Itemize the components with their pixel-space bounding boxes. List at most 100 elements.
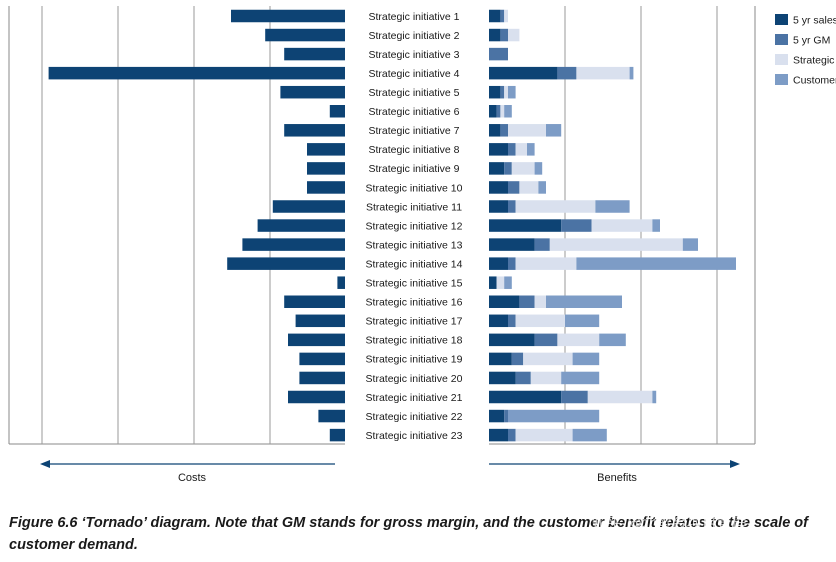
benefit-segment	[519, 181, 539, 194]
cost-bar	[337, 276, 345, 289]
benefit-segment	[489, 428, 508, 442]
benefit-segment	[549, 238, 683, 251]
initiative-label: Strategic initiative 9	[368, 163, 459, 175]
cost-bar	[307, 162, 345, 175]
legend-swatch	[775, 74, 788, 85]
benefit-segment	[508, 257, 516, 270]
benefit-segment	[489, 371, 516, 385]
benefit-segment	[508, 428, 516, 442]
benefit-segment	[629, 66, 634, 80]
benefit-segment	[489, 105, 497, 118]
benefit-segment	[515, 428, 573, 442]
cost-bar	[227, 257, 345, 270]
benefit-segment	[515, 371, 531, 385]
benefit-segment	[504, 276, 512, 289]
benefit-segment	[489, 181, 508, 194]
benefit-segment	[489, 85, 501, 99]
benefit-segment	[576, 257, 736, 270]
benefit-segment	[546, 124, 562, 137]
initiative-label: Strategic initiative 5	[368, 87, 459, 99]
benefit-segment	[500, 85, 505, 99]
benefit-segment	[534, 333, 558, 347]
cost-bar	[231, 9, 345, 23]
cost-bar	[329, 428, 345, 442]
benefits-arrowhead-icon	[730, 460, 740, 468]
benefit-segment	[682, 238, 698, 251]
benefit-segment	[534, 162, 543, 175]
initiative-label: Strategic initiative 10	[366, 182, 463, 194]
benefit-segment	[489, 352, 512, 366]
figure-caption: Figure 6.6 ‘Tornado’ diagram. Note that …	[9, 515, 808, 553]
benefit-segment	[489, 314, 508, 328]
initiative-label: Strategic initiative 2	[368, 30, 459, 42]
legend-label: 5 yr sales	[793, 15, 836, 27]
costs-axis-label: Costs	[178, 472, 207, 484]
benefit-segment	[508, 143, 516, 156]
legend-label: 5 yr GM	[793, 35, 830, 47]
benefit-segment	[511, 352, 524, 366]
benefit-segment	[496, 105, 501, 118]
benefit-segment	[565, 314, 600, 328]
benefit-segment	[530, 371, 562, 385]
benefit-segment	[561, 219, 592, 232]
benefit-segment	[496, 276, 505, 289]
benefit-segment	[504, 85, 508, 99]
benefit-segment	[587, 390, 653, 404]
cost-bar	[265, 28, 345, 42]
benefit-segment	[489, 28, 501, 42]
cost-bar	[299, 352, 345, 366]
cost-bar	[284, 47, 345, 61]
initiative-label: Strategic initiative 8	[368, 144, 459, 156]
benefit-segment	[591, 219, 653, 232]
initiative-label: Strategic initiative 14	[366, 258, 463, 270]
initiative-label: Strategic initiative 11	[366, 201, 462, 213]
benefit-segment	[572, 352, 600, 366]
benefit-bars	[489, 9, 736, 442]
chart-axes: Costs Benefits	[40, 460, 740, 484]
initiative-label: Strategic initiative 15	[366, 278, 463, 290]
benefit-segment	[523, 352, 573, 366]
benefit-segment	[489, 295, 520, 308]
initiative-label: Strategic initiative 17	[366, 316, 463, 328]
initiative-label: Strategic initiative 13	[366, 239, 463, 251]
legend-swatch	[775, 54, 788, 65]
benefit-segment	[508, 28, 520, 42]
benefit-segment	[576, 66, 630, 80]
benefit-segment	[489, 390, 562, 404]
cost-bar	[307, 181, 345, 194]
benefit-segment	[489, 219, 562, 232]
benefit-segment	[652, 219, 660, 232]
benefit-segment	[557, 66, 577, 80]
initiative-label: Strategic initiative 22	[366, 411, 463, 423]
benefit-segment	[504, 162, 512, 175]
cost-bar	[318, 409, 345, 423]
benefit-segment	[508, 200, 516, 213]
initiative-label: Strategic initiative 12	[366, 220, 463, 232]
initiative-label: Strategic initiative 6	[368, 106, 459, 118]
benefit-segment	[504, 409, 508, 423]
cost-bar	[288, 390, 345, 404]
benefit-segment	[538, 181, 546, 194]
benefit-segment	[527, 143, 535, 156]
benefit-segment	[489, 238, 535, 251]
cost-bar	[48, 66, 345, 80]
benefit-segment	[489, 333, 535, 347]
benefit-segment	[515, 314, 565, 328]
benefit-segment	[489, 124, 501, 137]
benefit-segment	[515, 257, 577, 270]
chart-legend: 5 yr sales 5 yr GM Strategic Customer	[775, 14, 836, 87]
watermark: 知乎 @北鲲台项目管理	[592, 514, 747, 532]
cost-bar	[299, 371, 345, 385]
benefit-segment	[489, 200, 508, 213]
benefit-segment	[534, 238, 550, 251]
benefit-segment	[572, 428, 607, 442]
cost-bar	[284, 124, 345, 137]
initiative-label: Strategic initiative 20	[366, 373, 463, 385]
initiative-label: Strategic initiative 19	[366, 354, 463, 366]
benefit-segment	[599, 333, 626, 347]
legend-label: Strategic	[793, 55, 834, 67]
benefit-segment	[515, 143, 527, 156]
benefit-segment	[500, 9, 505, 23]
benefit-segment	[515, 200, 596, 213]
benefit-segment	[489, 257, 508, 270]
